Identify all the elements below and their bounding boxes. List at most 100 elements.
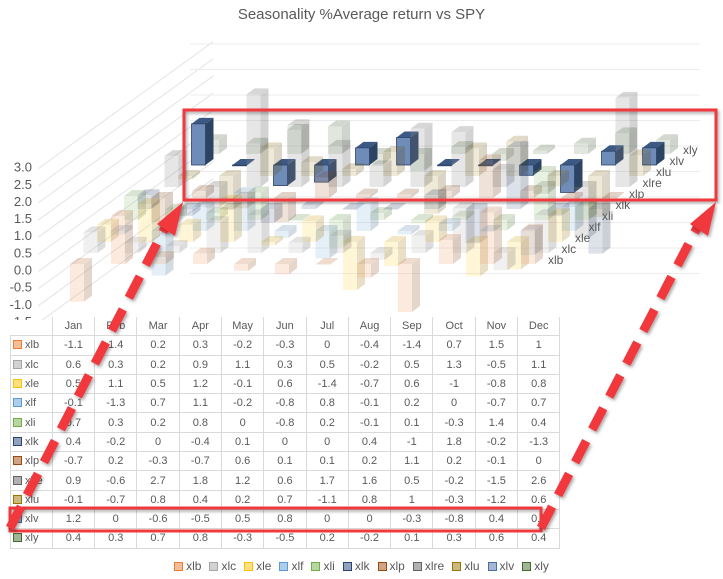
table-cell: 0.4 xyxy=(347,431,392,453)
bar-face xyxy=(287,125,302,187)
table-cell: 0.7 xyxy=(263,489,307,510)
bar-face xyxy=(547,203,570,209)
table-cell: 0.1 xyxy=(390,412,434,433)
bar-xlf-sep xyxy=(438,218,461,231)
bar-face xyxy=(219,203,242,209)
table-cell: -0.8 xyxy=(263,412,307,433)
bar-face xyxy=(165,246,180,253)
bar-face xyxy=(480,236,488,277)
y-tick-label: 1.0 xyxy=(14,228,32,243)
bar-face xyxy=(370,197,379,231)
bar-face xyxy=(220,200,234,242)
table-cell: 0.4 xyxy=(474,508,519,530)
legend-key-swatch xyxy=(13,475,22,485)
bar-face xyxy=(425,221,439,242)
row-label: xli xyxy=(10,412,53,433)
bar-face xyxy=(397,225,420,231)
bar-face xyxy=(356,203,365,210)
bar-face xyxy=(465,209,480,244)
legend-swatch xyxy=(279,562,289,571)
legend-swatch xyxy=(244,562,254,571)
bar-face xyxy=(356,194,370,198)
bar-face xyxy=(316,264,330,265)
bar-xlb-may xyxy=(234,258,256,271)
bar-face xyxy=(329,235,344,253)
bar-xlk-nov xyxy=(547,203,570,216)
bar-face xyxy=(246,88,269,95)
bar-face xyxy=(329,220,343,248)
bar-face xyxy=(233,198,247,209)
bar-face xyxy=(329,214,351,220)
table-cell: -1 xyxy=(432,373,476,395)
legend-key-swatch xyxy=(13,533,22,543)
table-cell: 0.4 xyxy=(51,528,96,549)
legend-swatch xyxy=(311,562,321,571)
bar-face xyxy=(260,209,275,223)
legend-label: xlv xyxy=(499,559,515,573)
month-header: Jun xyxy=(263,317,307,337)
legend-item: xle xyxy=(244,559,271,573)
y-tick-label: 0.0 xyxy=(14,263,32,278)
bar-face xyxy=(425,215,447,222)
month-header: May xyxy=(220,317,265,337)
table-cell: -0.6 xyxy=(94,470,138,491)
bar-xlf-mar xyxy=(192,200,215,231)
bar-face xyxy=(178,150,187,187)
table-cell: -0.2 xyxy=(94,431,138,453)
table-cell: 0 xyxy=(305,431,349,453)
bar-face xyxy=(232,164,247,167)
table-cell: -0.6 xyxy=(136,508,180,530)
row-label: xlp xyxy=(10,451,53,472)
table-cell: 0 xyxy=(136,431,180,453)
bar-xlb-jul xyxy=(316,258,338,265)
bar-xlp-sep xyxy=(479,154,501,198)
chart-title: Seasonality %Average return vs SPY xyxy=(237,6,486,23)
bar-face xyxy=(493,214,515,220)
y-tick-label: 0.5 xyxy=(14,245,32,260)
table-cell: -0.8 xyxy=(432,508,476,530)
legend-swatch xyxy=(209,562,219,571)
legend-key-swatch xyxy=(13,359,22,369)
bar-face xyxy=(437,164,452,167)
table-cell: 0.5 xyxy=(51,373,96,395)
bar-face xyxy=(465,203,488,209)
table-cell: 0.6 xyxy=(474,528,519,549)
bar-face xyxy=(601,150,616,166)
bar-face xyxy=(138,198,160,205)
table-cell: 0.2 xyxy=(136,335,180,356)
month-header: Aug xyxy=(347,317,392,337)
bar-face xyxy=(520,141,529,209)
bar-xlf-jul xyxy=(356,197,379,231)
bar-face xyxy=(275,236,283,246)
bar-face xyxy=(219,209,234,210)
table-cell: 2.7 xyxy=(136,470,180,491)
table-cell: 0.8 xyxy=(347,489,392,510)
bar-face xyxy=(330,258,338,265)
bar-face xyxy=(357,258,379,264)
legend-label: xlb xyxy=(186,559,202,573)
table-row: xlv 1.2 0 -0.6 -0.5 0.5 0.8 0 0 -0.3 -0.8 0.4 0.5 xyxy=(10,508,561,530)
gridline xyxy=(37,75,214,204)
bar-face xyxy=(493,253,508,271)
legend-swatch xyxy=(522,562,532,571)
series-name: xli xyxy=(25,416,36,429)
bar-face xyxy=(507,247,516,271)
bar-face xyxy=(533,150,547,154)
bar-xle-nov xyxy=(507,236,529,270)
table-cell: -1.3 xyxy=(517,431,561,453)
bar-face xyxy=(425,214,433,224)
bar-face xyxy=(534,209,557,216)
bar-face xyxy=(191,123,206,166)
y-tick-label: -1.0 xyxy=(10,297,32,312)
bar-face xyxy=(370,213,384,220)
table-cell: 0.4 xyxy=(517,412,561,433)
table-cell: -0.5 xyxy=(263,528,307,549)
bar-xle-aug xyxy=(384,236,406,267)
legend-key-swatch xyxy=(13,417,22,427)
legend-item: xlb xyxy=(174,559,201,573)
table-cell: -0.7 xyxy=(51,451,96,472)
table-cell: 0.1 xyxy=(220,431,265,453)
bar-xlk-sep xyxy=(465,203,488,244)
bar-face xyxy=(575,206,589,220)
table-cell: 1.1 xyxy=(94,373,138,395)
